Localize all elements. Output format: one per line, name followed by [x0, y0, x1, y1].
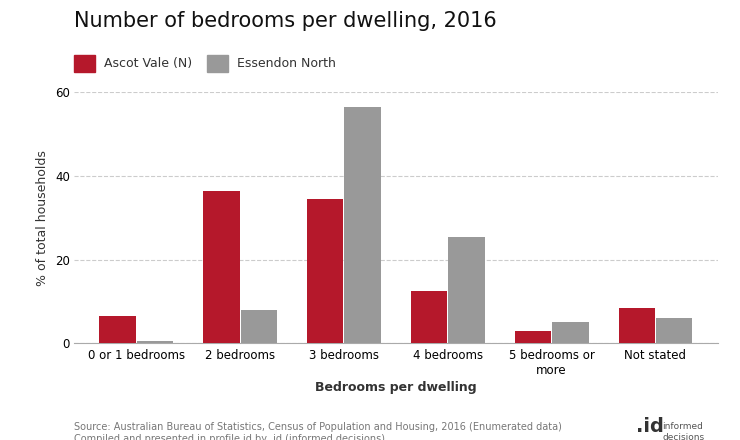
Text: Ascot Vale (N): Ascot Vale (N): [104, 57, 192, 70]
Bar: [204, 191, 240, 343]
Text: Essendon North: Essendon North: [237, 57, 336, 70]
Bar: [515, 331, 551, 343]
Text: Source: Australian Bureau of Statistics, Census of Population and Housing, 2016 : Source: Australian Bureau of Statistics,…: [74, 422, 562, 440]
Bar: [137, 341, 173, 343]
Bar: [411, 291, 447, 343]
Bar: [619, 308, 655, 343]
Y-axis label: % of total households: % of total households: [36, 150, 50, 286]
Bar: [99, 316, 135, 343]
Bar: [307, 199, 343, 343]
Bar: [552, 322, 588, 343]
Text: Number of bedrooms per dwelling, 2016: Number of bedrooms per dwelling, 2016: [74, 11, 497, 31]
Bar: [448, 237, 485, 343]
Text: Bedrooms per dwelling: Bedrooms per dwelling: [315, 381, 477, 394]
Text: informed
decisions: informed decisions: [662, 422, 704, 440]
Text: .id: .id: [636, 417, 665, 436]
Bar: [656, 318, 693, 343]
Bar: [345, 107, 381, 343]
Bar: [240, 310, 277, 343]
